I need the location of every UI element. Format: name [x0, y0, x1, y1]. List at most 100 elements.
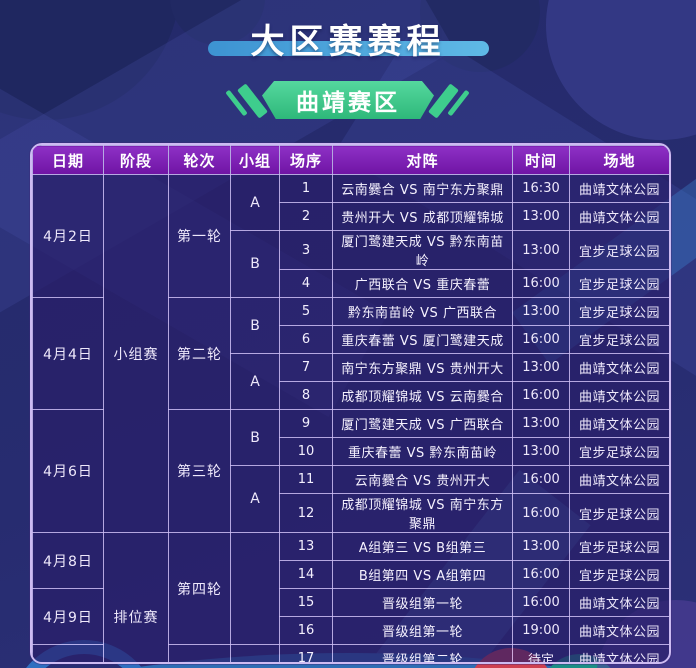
table-row: 16 晋级组第一轮 19:00 曲靖文体公园 [33, 616, 669, 645]
cell-no: 7 [279, 353, 333, 382]
cell-time: 16:00 [512, 493, 570, 533]
cell-time: 13:00 [512, 353, 570, 382]
table-header-row: 日期 阶段 轮次 小组 场序 对阵 时间 场地 [32, 145, 669, 175]
column-header-match: 对阵 [332, 145, 513, 175]
table-row: 14 B组第四 VS A组第四 16:00 宜步足球公园 [33, 560, 669, 589]
cell-match: 厦门鹭建天成 VS 黔东南苗岭 [332, 230, 513, 270]
region-banner: 曲靖赛区 [0, 80, 696, 122]
table-row: A 11 云南爨合 VS 贵州开大 16:00 曲靖文体公园 [33, 465, 669, 533]
column-header-round: 轮次 [168, 145, 231, 175]
cell-round: 第二轮 [168, 297, 231, 410]
cell-venue: 曲靖文体公园 [569, 353, 669, 382]
cell-stage: 小组赛 [103, 174, 169, 533]
table-row: 4月4日 第二轮 B 5 黔东南苗岭 VS 广西联合 13:00 宜步足球公园 [32, 297, 669, 410]
cell-stage: 排位赛 [103, 532, 169, 662]
cell-time: 待定 [512, 644, 570, 662]
cell-group: B [230, 230, 280, 298]
cell-time: 16:00 [512, 560, 570, 589]
cell-venue: 宜步足球公园 [569, 532, 669, 561]
region-banner-label: 曲靖赛区 [296, 90, 400, 116]
cell-venue: 曲靖文体公园 [569, 381, 669, 410]
cell-no: 3 [279, 230, 333, 270]
cell-match: 云南爨合 VS 南宁东方聚鼎 [332, 174, 513, 203]
table-row: 12 成都顶耀锦城 VS 南宁东方聚鼎 16:00 宜步足球公园 [33, 493, 669, 533]
cell-venue: 宜步足球公园 [569, 437, 669, 466]
cell-date: 4月8日 [32, 532, 104, 589]
table-row: 4月8日 排位赛 第四轮 13 A组第三 VS B组第三 13:00 宜步足球公园 [32, 532, 669, 662]
cell-match: 黔东南苗岭 VS 广西联合 [332, 297, 513, 326]
cell-time: 16:00 [512, 381, 570, 410]
cell-time: 13:00 [512, 437, 570, 466]
cell-no: 16 [279, 616, 333, 645]
cell-venue: 宜步足球公园 [569, 493, 669, 533]
table-row: 8 成都顶耀锦城 VS 云南爨合 16:00 曲靖文体公园 [33, 381, 669, 410]
cell-no: 2 [279, 202, 333, 231]
cell-match: 晋级组第一轮 [332, 588, 513, 617]
cell-round: 第五轮 [168, 644, 231, 662]
table-row: A 7 南宁东方聚鼎 VS 贵州开大 13:00 曲靖文体公园 [33, 353, 669, 410]
cell-date: 4月6日 [32, 409, 104, 533]
schedule-table: 日期 阶段 轮次 小组 场序 对阵 时间 场地 4月2日 小组赛 第一轮 A 1 云南爨合 VS 南宁东… [30, 143, 671, 664]
table-row: 4月2日 小组赛 第一轮 A 1 云南爨合 VS 南宁东方聚鼎 16:30 曲靖文体公园 [32, 174, 669, 533]
cell-time: 16:30 [512, 174, 570, 203]
cell-match: 南宁东方聚鼎 VS 贵州开大 [332, 353, 513, 382]
table-row: 6 重庆春蕾 VS 厦门鹭建天成 16:00 宜步足球公园 [33, 325, 669, 354]
cell-round: 第三轮 [168, 409, 231, 533]
schedule-table-grid: 日期 阶段 轮次 小组 场序 对阵 时间 场地 4月2日 小组赛 第一轮 A 1 云南爨合 VS 南宁东… [32, 145, 669, 662]
cell-match: 重庆春蕾 VS 厦门鹭建天成 [332, 325, 513, 354]
cell-venue: 曲靖文体公园 [569, 465, 669, 494]
cell-no: 8 [279, 381, 333, 410]
cell-no: 1 [279, 174, 333, 203]
column-header-time: 时间 [512, 145, 570, 175]
cell-match: 广西联合 VS 重庆春蕾 [332, 269, 513, 298]
cell-group: A [230, 174, 280, 231]
cell-time: 19:00 [512, 616, 570, 645]
table-row: 4月6日 第三轮 B 9 厦门鹭建天成 VS 广西联合 13:00 曲靖文体公园 [32, 409, 669, 533]
cell-time: 13:00 [512, 532, 570, 561]
table-row: 4月9日 15 晋级组第一轮 16:00 曲靖文体公园 [32, 588, 669, 645]
cell-group: A [230, 465, 280, 533]
page-title: 大区赛赛程 [250, 22, 446, 62]
cell-match: 厦门鹭建天成 VS 广西联合 [332, 409, 513, 438]
cell-no: 6 [279, 325, 333, 354]
cell-venue: 曲靖文体公园 [569, 588, 669, 617]
region-banner-hexagon: 曲靖赛区 [262, 81, 434, 119]
cell-group [230, 644, 280, 662]
cell-time: 16:00 [512, 325, 570, 354]
cell-venue: 宜步足球公园 [569, 297, 669, 326]
column-header-no: 场序 [279, 145, 333, 175]
banner-stripe-right-inner [428, 83, 459, 119]
cell-date: 4月4日 [32, 297, 104, 410]
column-header-date: 日期 [32, 145, 104, 175]
cell-no: 11 [279, 465, 333, 494]
cell-no: 17 [279, 644, 333, 662]
cell-date: 4月9日 [32, 588, 104, 645]
cell-venue: 宜步足球公园 [569, 560, 669, 589]
cell-no: 10 [279, 437, 333, 466]
cell-time: 16:00 [512, 465, 570, 494]
column-header-venue: 场地 [569, 145, 669, 175]
column-header-group: 小组 [230, 145, 280, 175]
cell-match: 成都顶耀锦城 VS 云南爨合 [332, 381, 513, 410]
cell-venue: 曲靖文体公园 [569, 409, 669, 438]
cell-match: 晋级组第一轮 [332, 616, 513, 645]
title-underline-bar [208, 41, 489, 56]
cell-match: 晋级组第二轮 [332, 644, 513, 662]
cell-match: B组第四 VS A组第四 [332, 560, 513, 589]
cell-time: 13:00 [512, 297, 570, 326]
table-row: 2 贵州开大 VS 成都顶耀锦城 13:00 曲靖文体公园 [33, 202, 669, 231]
cell-no: 14 [279, 560, 333, 589]
cell-no: 9 [279, 409, 333, 438]
cell-venue: 宜步足球公园 [569, 269, 669, 298]
cell-no: 12 [279, 493, 333, 533]
table-row: B 3 厦门鹭建天成 VS 黔东南苗岭 13:00 宜步足球公园 [33, 230, 669, 298]
cell-match: 成都顶耀锦城 VS 南宁东方聚鼎 [332, 493, 513, 533]
cell-round: 第四轮 [168, 532, 231, 645]
cell-time: 13:00 [512, 202, 570, 231]
cell-venue: 宜步足球公园 [569, 230, 669, 270]
cell-match: A组第三 VS B组第三 [332, 532, 513, 561]
cell-time: 13:00 [512, 230, 570, 270]
cell-date: 4月2日 [32, 174, 104, 298]
